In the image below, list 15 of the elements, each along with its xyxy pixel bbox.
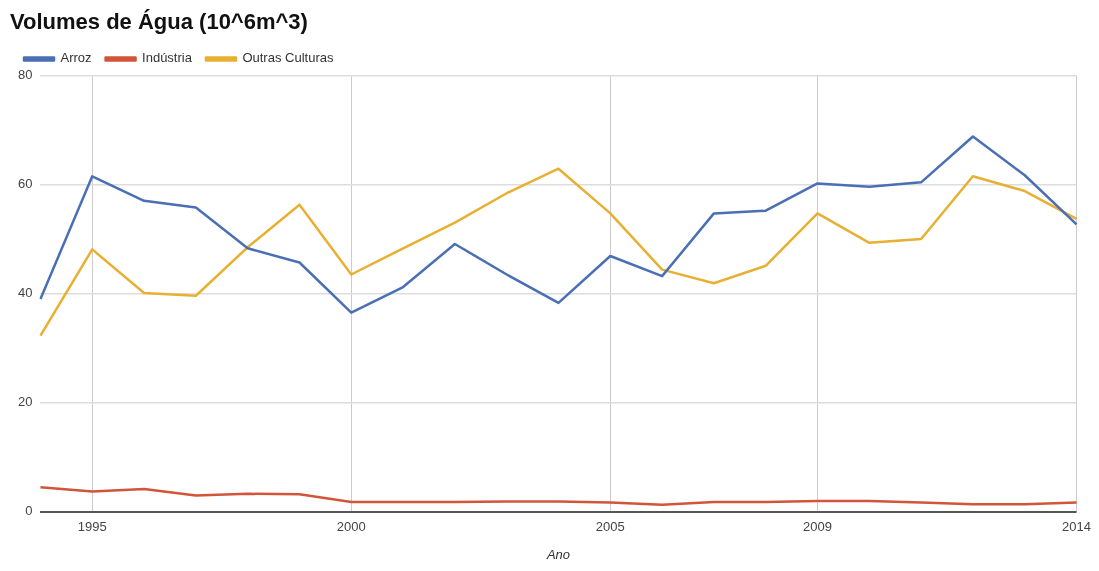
y-tick-label: 60 bbox=[17, 176, 33, 192]
legend-label: Arroz bbox=[60, 50, 92, 66]
x-tick-label: 2000 bbox=[336, 519, 366, 535]
y-tick-label: 0 bbox=[25, 503, 33, 519]
x-tick-label: 1995 bbox=[77, 519, 107, 535]
y-tick-label: 80 bbox=[17, 66, 33, 82]
x-tick-label: 2005 bbox=[595, 519, 625, 535]
legend-label: Outras Culturas bbox=[242, 50, 334, 66]
y-tick-label: 40 bbox=[17, 285, 33, 301]
legend-label: Indústria bbox=[142, 50, 193, 66]
x-tick-label: 2014 bbox=[1062, 519, 1091, 535]
chart-title: Volumes de Água (10^6m^3) bbox=[10, 9, 308, 35]
x-tick-label: 2009 bbox=[803, 519, 832, 535]
y-tick-label: 20 bbox=[17, 394, 33, 410]
x-axis-title: Ano bbox=[545, 546, 571, 562]
